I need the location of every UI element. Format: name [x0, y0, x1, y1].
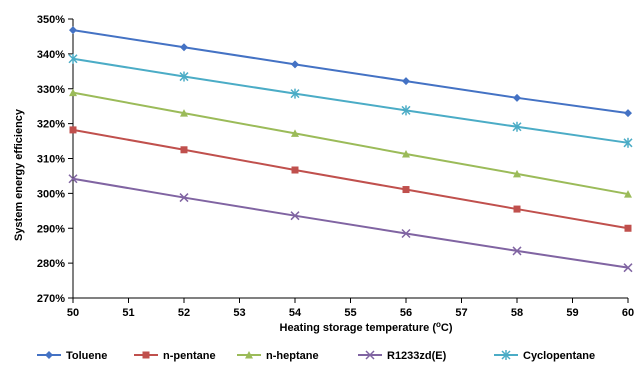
data-point-n-heptane	[624, 190, 632, 198]
data-point-n-heptane	[402, 149, 410, 158]
y-tick-label: 280%	[37, 258, 65, 270]
legend-label: R1233zd(E)	[387, 350, 447, 362]
data-point-n-heptane	[69, 88, 77, 97]
data-point-r1233zd-e	[68, 174, 78, 184]
data-point-n-pentane	[69, 126, 77, 134]
data-point-n-pentane	[513, 205, 521, 213]
legend-item-n-heptane: n-heptane	[237, 350, 319, 362]
data-point-cyclopentane	[623, 137, 633, 148]
series-group	[68, 26, 633, 273]
data-point-cyclopentane	[179, 71, 189, 82]
x-tick-label: 55	[344, 307, 356, 319]
data-point-cyclopentane	[401, 105, 411, 116]
y-tick-label: 330%	[37, 84, 65, 96]
y-tick-label: 350%	[37, 14, 65, 26]
data-point-n-heptane	[513, 169, 521, 178]
legend-marker	[501, 350, 511, 360]
data-point-toluene	[624, 109, 632, 118]
y-tick-label: 290%	[37, 223, 65, 235]
legend-label: n-heptane	[266, 350, 319, 362]
data-point-toluene	[291, 60, 299, 69]
legend-marker	[365, 350, 375, 360]
x-axis-title: Heating storage temperature (oC)	[280, 320, 453, 334]
data-point-n-pentane	[402, 186, 410, 194]
x-tick-label: 59	[566, 307, 578, 319]
series-toluene	[69, 26, 632, 118]
series-cyclopentane	[68, 53, 633, 148]
x-tick-label: 51	[122, 307, 134, 319]
series-n-heptane	[69, 88, 632, 198]
series-line-n-heptane	[72, 91, 629, 196]
data-point-n-heptane	[291, 129, 299, 137]
x-tick-label: 52	[178, 307, 190, 319]
legend-marker	[142, 351, 150, 359]
series-line-n-pentane	[72, 128, 629, 230]
legend: Toluene n-pentane n-heptane R1233zd(E) Cyclo…	[37, 350, 595, 362]
data-point-cyclopentane	[512, 121, 522, 132]
data-point-toluene	[402, 77, 410, 86]
y-axis-ticks: 270% 280% 290% 300% 310% 320% 330% 340% 350%	[37, 14, 73, 305]
data-point-r1233zd-e	[290, 211, 300, 221]
x-tick-label: 50	[67, 307, 79, 319]
series-n-pentane	[69, 126, 632, 232]
legend-item-cyclopentane: Cyclopentane	[494, 350, 595, 362]
y-tick-label: 310%	[37, 154, 65, 166]
legend-marker	[245, 351, 253, 359]
legend-label: Toluene	[66, 350, 107, 362]
legend-marker	[45, 351, 53, 359]
data-point-toluene	[513, 93, 521, 102]
legend-label: n-pentane	[163, 350, 216, 362]
series-line-cyclopentane	[72, 57, 629, 144]
y-tick-label: 320%	[37, 119, 65, 131]
data-point-cyclopentane	[68, 53, 78, 64]
x-tick-label: 57	[455, 307, 467, 319]
data-point-n-pentane	[180, 146, 188, 154]
data-point-toluene	[180, 43, 188, 52]
legend-item-toluene: Toluene	[37, 350, 107, 362]
legend-item-r1233zd-e: R1233zd(E)	[358, 350, 447, 362]
series-r1233zd-e	[68, 174, 633, 273]
series-line-toluene	[72, 29, 629, 115]
x-tick-label: 56	[400, 307, 412, 319]
data-point-r1233zd-e	[401, 228, 411, 239]
x-tick-label: 53	[233, 307, 245, 319]
series-line-r1233zd-e	[72, 177, 629, 269]
y-tick-label: 340%	[37, 49, 65, 61]
x-tick-label: 58	[511, 307, 523, 319]
data-point-r1233zd-e	[623, 263, 633, 273]
y-tick-label: 300%	[37, 188, 65, 200]
y-axis-title: System energy efficiency	[13, 108, 25, 241]
data-point-n-pentane	[291, 166, 299, 174]
data-point-toluene	[69, 26, 77, 35]
legend-label: Cyclopentane	[523, 350, 595, 362]
data-point-cyclopentane	[290, 88, 300, 99]
x-tick-label: 60	[622, 307, 634, 319]
x-tick-label: 54	[289, 307, 302, 319]
data-point-r1233zd-e	[512, 246, 522, 256]
legend-item-n-pentane: n-pentane	[134, 350, 216, 362]
y-tick-label: 270%	[37, 293, 65, 305]
data-point-n-heptane	[180, 109, 188, 117]
x-axis-ticks: 50 51 52 53 54 55 56 57 58 59 60	[67, 298, 634, 319]
data-point-n-pentane	[624, 224, 632, 232]
data-point-r1233zd-e	[179, 193, 189, 203]
